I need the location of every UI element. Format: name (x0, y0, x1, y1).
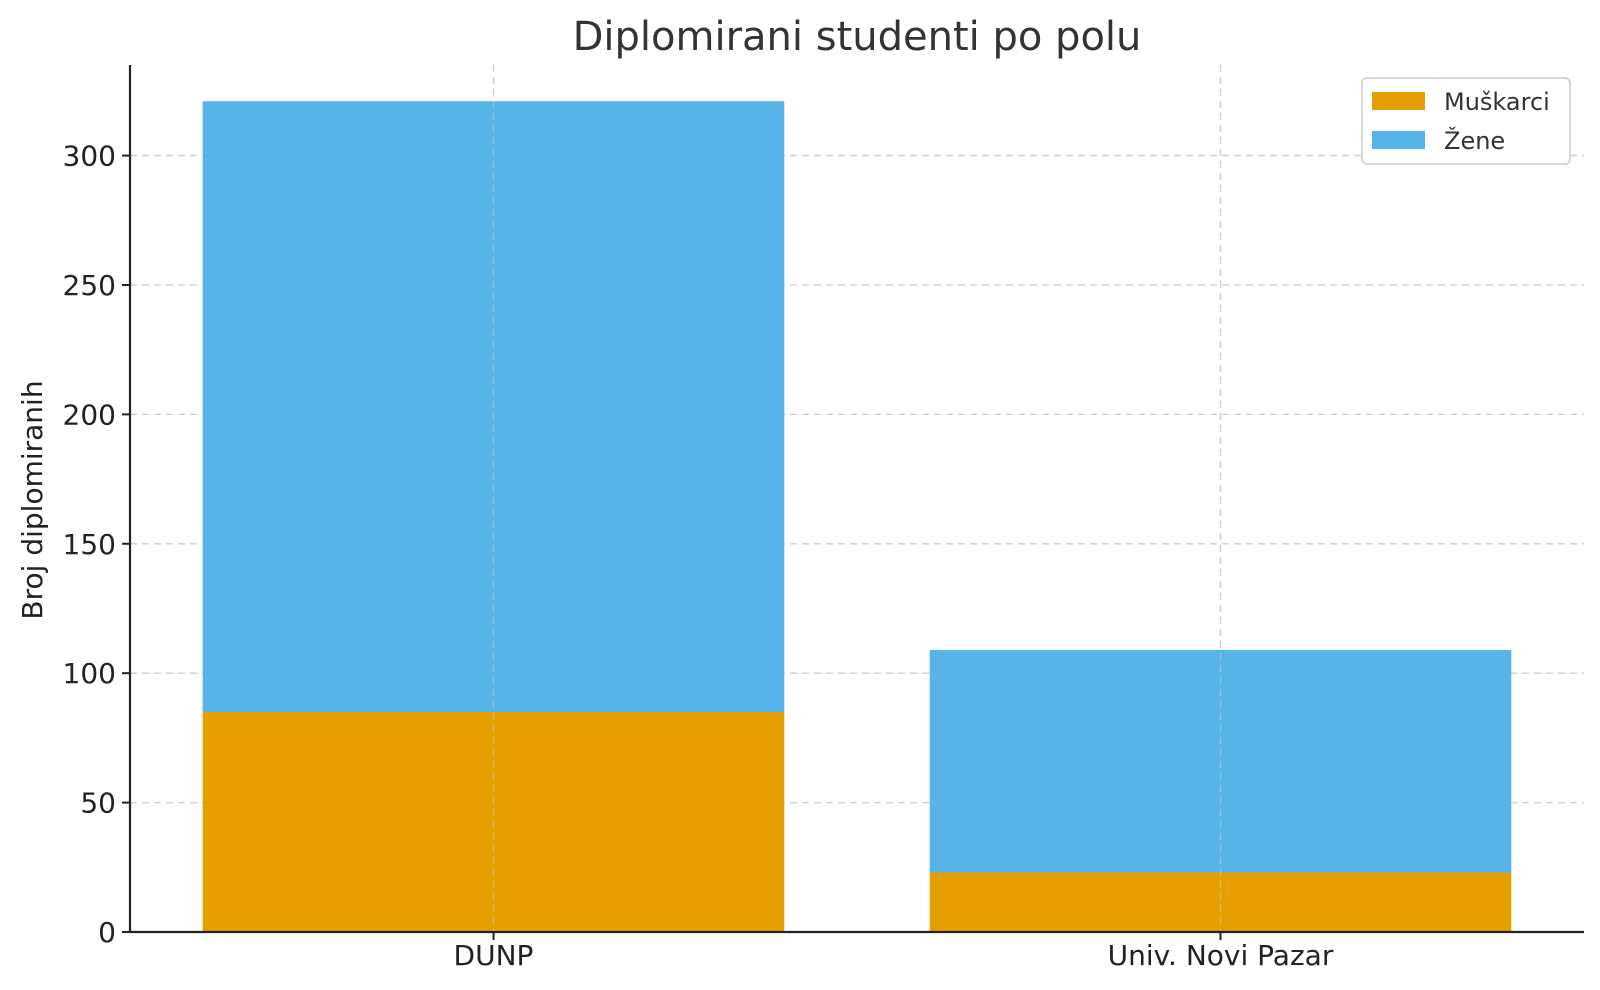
legend-swatch-zene (1372, 131, 1425, 149)
legend: Muškarci Žene (1361, 77, 1571, 165)
legend-label-muskarci: Muškarci (1444, 88, 1550, 116)
bars (202, 65, 1512, 932)
legend-label-zene: Žene (1444, 126, 1505, 155)
y-tick-label-200: 200 (63, 398, 116, 431)
legend-swatch-muskarci (1372, 92, 1425, 110)
tick-labels: 0 50 100 150 200 250 300 DUNP Univ. Novi Pazar (63, 140, 1334, 972)
y-tick-label-150: 150 (63, 528, 116, 561)
x-tick-label-dunp: DUNP (454, 939, 534, 972)
chart-title: Diplomirani studenti po polu (573, 14, 1142, 60)
y-tick-label-50: 50 (80, 787, 116, 820)
y-tick-label-250: 250 (63, 269, 116, 302)
y-axis-label: Broj diplomiranih (16, 380, 49, 619)
y-tick-label-0: 0 (98, 916, 116, 949)
axes (128, 65, 1584, 934)
y-tick-label-300: 300 (63, 140, 116, 173)
x-tick-label-univ-novi-pazar: Univ. Novi Pazar (1108, 939, 1334, 972)
y-tick-label-100: 100 (63, 657, 116, 690)
